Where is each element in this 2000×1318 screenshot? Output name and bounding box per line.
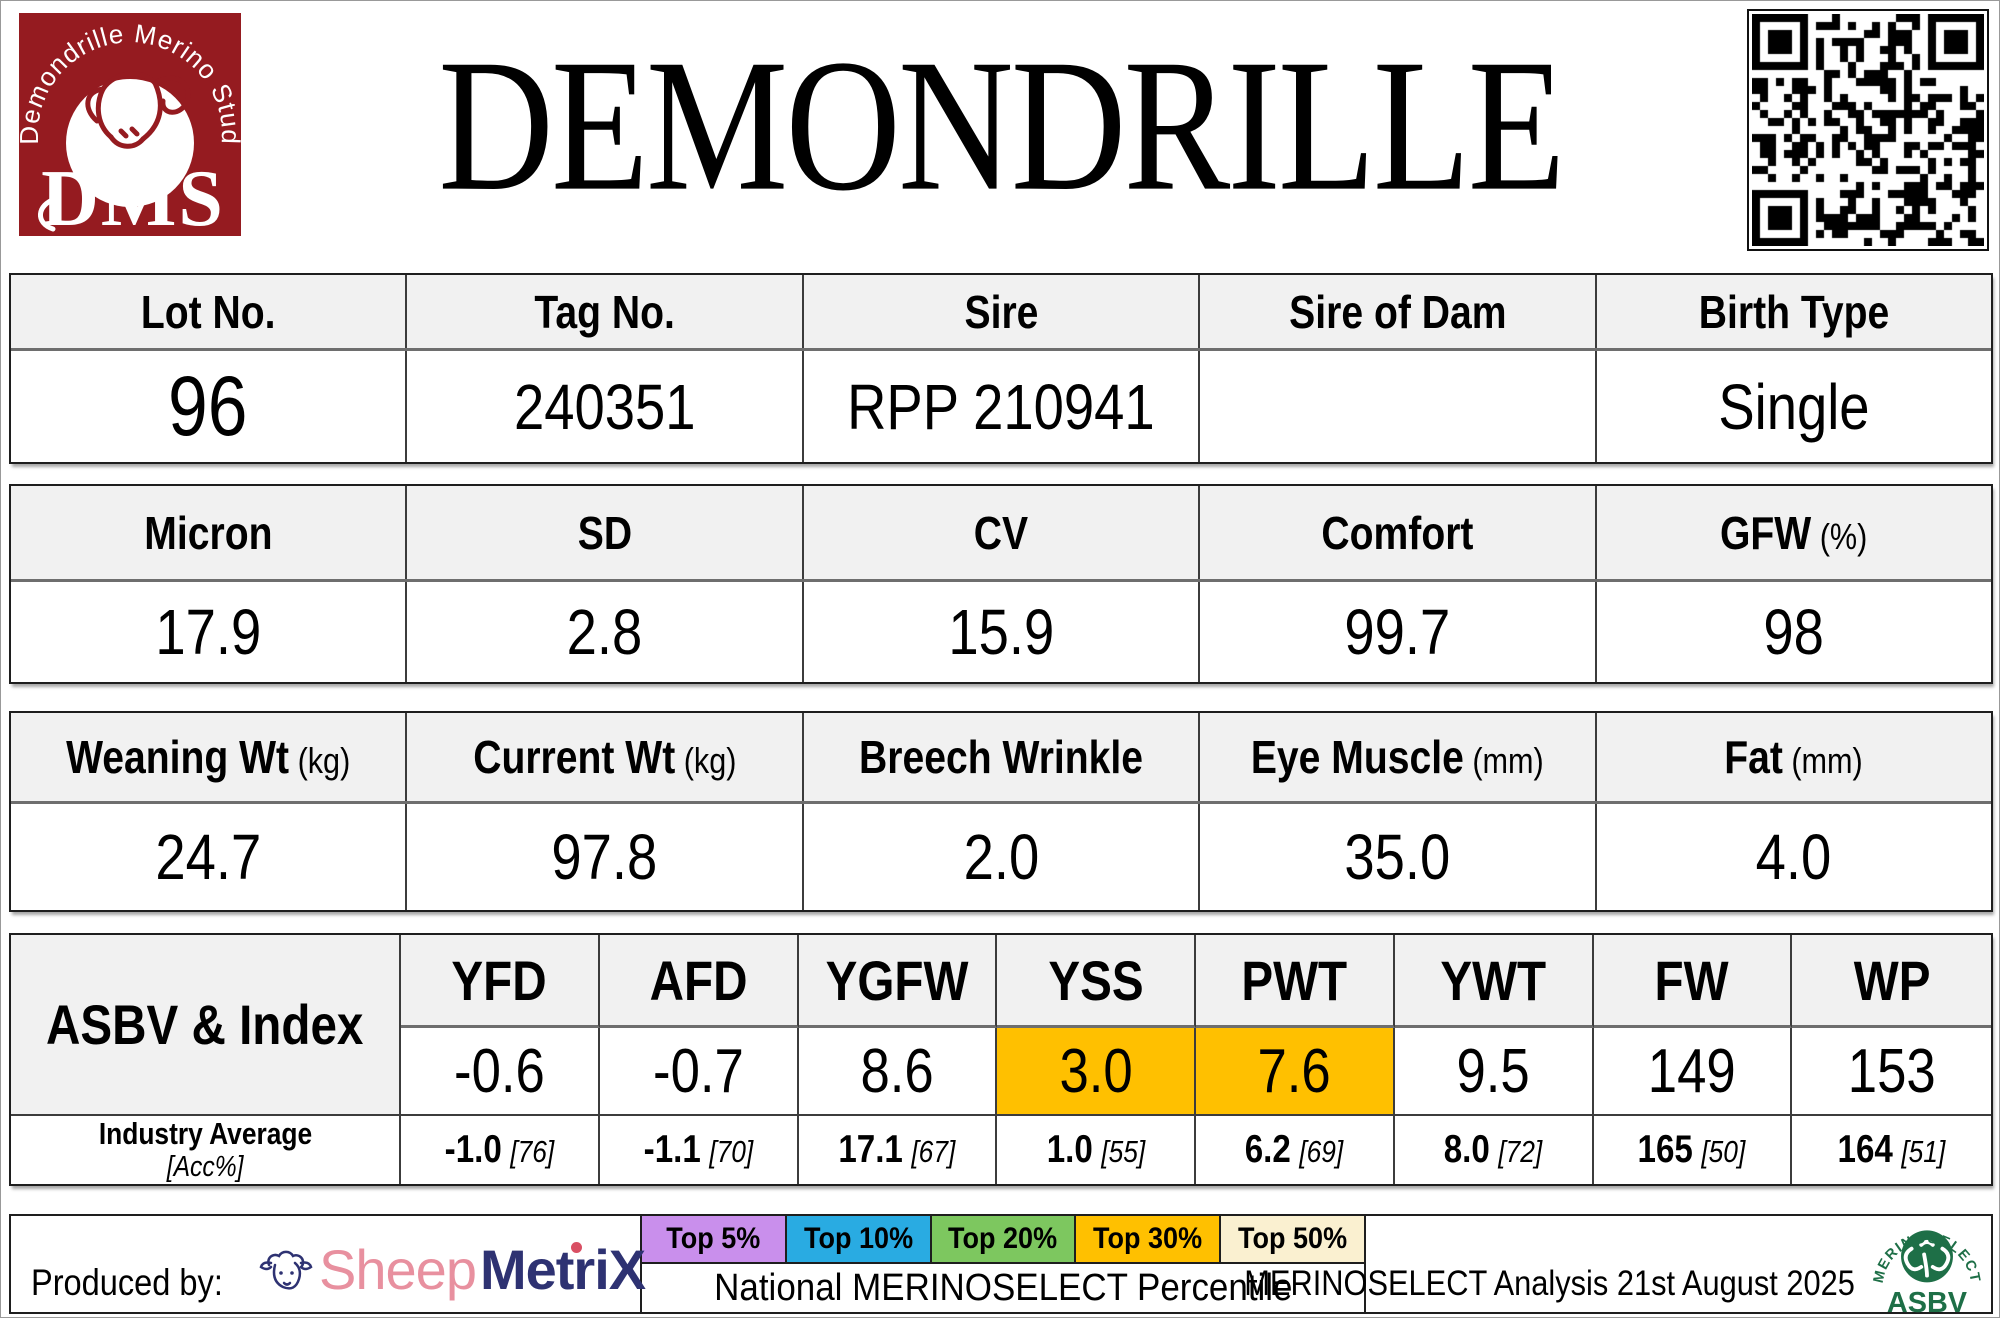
value-current-wt: 97.8 xyxy=(407,804,804,910)
header-eye-muscle: Eye Muscle (mm) xyxy=(1200,713,1597,801)
asbv-header-yss: YSS xyxy=(997,935,1196,1028)
industry-fw: 165 [50] xyxy=(1594,1116,1793,1184)
value-comfort: 99.7 xyxy=(1200,582,1597,682)
asbv-value-fw: 149 xyxy=(1593,1028,1793,1116)
header-current-wt: Current Wt (kg) xyxy=(407,713,804,801)
percentile-caption-row: National MERINOSELECT Percentile xyxy=(642,1264,1364,1312)
asbv-value-ywt: 9.5 xyxy=(1394,1028,1594,1116)
produced-by-label: Produced by: xyxy=(31,1262,223,1303)
asbv-value-ygfw: 8.6 xyxy=(798,1028,998,1116)
value-eye-muscle: 35.0 xyxy=(1200,804,1597,910)
lot-info-table: Lot No. Tag No. Sire Sire of Dam Birth T… xyxy=(9,273,1993,464)
logo-initials: DMS xyxy=(41,155,225,236)
percentile-color-row: Top 5% Top 10% Top 20% Top 30% Top 50% xyxy=(642,1216,1364,1264)
asbv-header-wp: WP xyxy=(1792,935,1991,1028)
legend-top30: Top 30% xyxy=(1076,1216,1222,1262)
body-value-row: 24.7 97.8 2.0 35.0 4.0 xyxy=(11,804,1991,910)
value-micron: 17.9 xyxy=(11,582,408,682)
title-block: DEMONDRILLE xyxy=(1,1,1999,251)
industry-ywt: 8.0 [72] xyxy=(1395,1116,1594,1184)
analysis-cell: MERINOSELECT Analysis 21st August 2025 M… xyxy=(1244,1216,1991,1316)
header-tag-no: Tag No. xyxy=(407,275,804,348)
brand-metrix-text: MetriX xyxy=(479,1238,646,1301)
industry-afd: -1.1 [70] xyxy=(600,1116,799,1184)
industry-yss: 1.0 [55] xyxy=(997,1116,1196,1184)
qr-code xyxy=(1752,14,1984,246)
analysis-date-text: MERINOSELECT Analysis 21st August 2025 xyxy=(1244,1264,1855,1303)
legend-top5: Top 5% xyxy=(642,1216,787,1262)
header-sd: SD xyxy=(407,486,804,579)
value-breech-wrinkle: 2.0 xyxy=(804,804,1201,910)
header-sire-of-dam: Sire of Dam xyxy=(1200,275,1597,348)
footer: Produced by: Sheep MetriX xyxy=(9,1214,1993,1316)
body-table: Weaning Wt (kg) Current Wt (kg) Breech Wri… xyxy=(9,711,1993,912)
asbv-header-ywt: YWT xyxy=(1394,935,1594,1028)
industry-wp: 164 [51] xyxy=(1837,1128,1946,1171)
value-tag-no: 240351 xyxy=(407,351,804,462)
value-weaning-wt: 24.7 xyxy=(11,804,408,910)
asbv-table: ASBV & Index YFD AFD YGFW YSS PWT YWT FW… xyxy=(9,933,1993,1186)
body-header-row: Weaning Wt (kg) Current Wt (kg) Breech Wri… xyxy=(11,713,1991,804)
value-gfw: 98 xyxy=(1763,596,1825,668)
legend-top10: Top 10% xyxy=(786,1216,932,1262)
wool-table: Micron SD CV Comfort GFW (%) 17.9 2.8 15.… xyxy=(9,484,1993,684)
value-sd: 2.8 xyxy=(407,582,804,682)
header-birth-type: Birth Type xyxy=(1698,285,1890,338)
horn-swirl-icon xyxy=(38,196,58,232)
asbv-logo-text: ASBV xyxy=(1887,1287,1968,1316)
asbv-value-wp: 153 xyxy=(1792,1028,1991,1116)
sheep-face-icon xyxy=(259,1250,313,1290)
header-comfort: Comfort xyxy=(1200,486,1597,579)
asbv-header-fw: FW xyxy=(1593,935,1793,1028)
asbv-header-yfd: YFD xyxy=(401,935,600,1028)
merinoselect-asbv-logo: MERINOSELECT ASBV xyxy=(1871,1230,1982,1316)
page-title: DEMONDRILLE xyxy=(438,20,1566,230)
header: Demondrille Merino Stud DMS DEMONDRILLE xyxy=(1,1,1999,261)
asbv-header-afd: AFD xyxy=(599,935,799,1028)
header-lot-no: Lot No. xyxy=(11,275,408,348)
asbv-header-pwt: PWT xyxy=(1196,935,1395,1028)
stud-logo: Demondrille Merino Stud DMS xyxy=(19,13,241,236)
asbv-header-ygfw: YGFW xyxy=(798,935,998,1028)
qr-frame xyxy=(1747,9,1989,251)
produced-by-cell: Produced by: Sheep MetriX xyxy=(11,1216,646,1312)
header-weaning-wt: Weaning Wt (kg) xyxy=(11,713,408,801)
value-birth-type: Single xyxy=(1718,370,1870,443)
wool-header-row: Micron SD CV Comfort GFW (%) xyxy=(11,486,1991,582)
lot-info-header-row: Lot No. Tag No. Sire Sire of Dam Birth T… xyxy=(11,275,1991,351)
industry-average-label-cell: Industry Average [Acc%] xyxy=(11,1116,401,1184)
industry-ygfw: 17.1 [67] xyxy=(799,1116,998,1184)
value-sire: RPP 210941 xyxy=(804,351,1201,462)
asbv-value-pwt: 7.6 xyxy=(1196,1028,1395,1116)
header-micron: Micron xyxy=(11,486,408,579)
value-sire-of-dam xyxy=(1200,351,1597,462)
brand-sheep-text: Sheep xyxy=(319,1238,477,1301)
asbv-value-yss: 3.0 xyxy=(997,1028,1196,1116)
header-cv: CV xyxy=(804,486,1201,579)
industry-pwt: 6.2 [69] xyxy=(1196,1116,1395,1184)
sheep-head-icon xyxy=(85,71,191,149)
legend-top20: Top 20% xyxy=(931,1216,1077,1262)
asbv-row-label-cell: ASBV & Index xyxy=(11,935,401,1116)
header-gfw: GFW (%) xyxy=(1720,506,1868,559)
lot-info-value-row: 96 240351 RPP 210941 Single xyxy=(11,351,1991,462)
brand-i-dot xyxy=(571,1242,583,1253)
asbv-value-afd: -0.7 xyxy=(599,1028,799,1116)
wool-value-row: 17.9 2.8 15.9 99.7 98 xyxy=(11,582,1991,682)
asbv-value-yfd: -0.6 xyxy=(401,1028,600,1116)
value-fat: 4.0 xyxy=(1756,821,1832,893)
header-fat: Fat (mm) xyxy=(1724,731,1864,783)
percentile-legend: Top 5% Top 10% Top 20% Top 30% Top 50% N… xyxy=(640,1216,1366,1312)
legend-top50: Top 50% xyxy=(1221,1216,1364,1262)
value-cv: 15.9 xyxy=(804,582,1201,682)
industry-yfd: -1.0 [76] xyxy=(401,1116,600,1184)
header-sire: Sire xyxy=(804,275,1201,348)
value-lot-no: 96 xyxy=(11,351,408,462)
header-breech-wrinkle: Breech Wrinkle xyxy=(804,713,1201,801)
sheepmetrix-logo: Sheep MetriX xyxy=(255,1237,646,1302)
ram-head-icon xyxy=(1903,1240,1951,1278)
percentile-caption: National MERINOSELECT Percentile xyxy=(713,1266,1293,1309)
